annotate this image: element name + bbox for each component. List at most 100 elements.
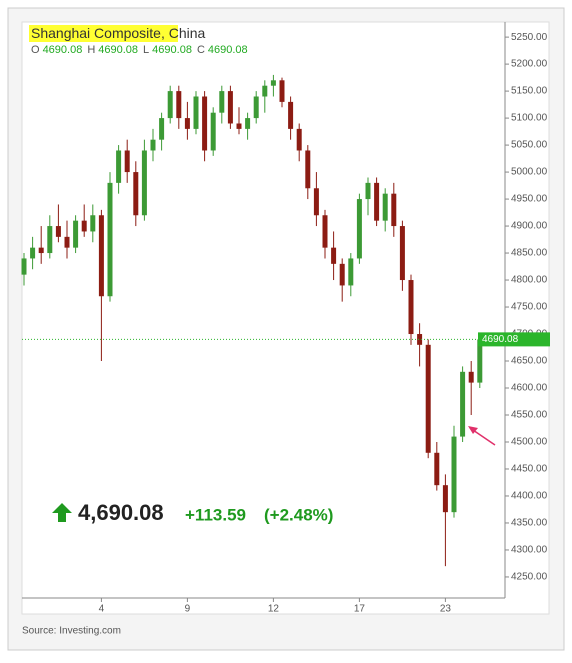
candle-body <box>425 344 431 453</box>
y-tick-label: 4850.00 <box>511 248 548 259</box>
candle-body <box>348 258 354 286</box>
ohlc-value: 4690.08 <box>152 44 192 56</box>
quote-price: 4,690.08 <box>78 500 164 525</box>
candle-body <box>408 280 414 335</box>
candle-body <box>116 150 122 183</box>
quote-change: +113.59 <box>185 505 246 524</box>
title-suffix: , China <box>161 25 206 41</box>
title-highlight <box>29 25 178 42</box>
candle-body <box>133 172 139 216</box>
y-tick-label: 4600.00 <box>511 383 548 394</box>
candle-body <box>107 182 113 297</box>
candle-body <box>391 193 397 227</box>
candle-body <box>279 80 285 102</box>
candle-body <box>305 150 311 189</box>
candle-body <box>176 91 182 119</box>
title: Shanghai Composite, China <box>31 25 206 41</box>
y-tick-label: 4250.00 <box>511 572 548 583</box>
up-arrow <box>52 503 72 522</box>
candle-body <box>210 112 216 151</box>
ohlc-line: O 4690.08 H 4690.08 L 4690.08 C 4690.08 <box>31 44 248 56</box>
candle-body <box>365 182 371 200</box>
y-tick-label: 4450.00 <box>511 464 548 475</box>
candle-body <box>262 85 268 97</box>
x-tick-label: 12 <box>268 604 280 615</box>
candle-body <box>434 452 440 486</box>
y-tick-label: 4550.00 <box>511 410 548 421</box>
candle-body <box>90 215 96 232</box>
ohlc-value: 4690.08 <box>43 44 83 56</box>
candle-body <box>442 485 448 513</box>
annotation-arrowhead <box>468 426 478 434</box>
candle-body <box>322 215 328 248</box>
candle-body <box>81 220 87 232</box>
candle-body <box>98 215 104 297</box>
candle-body <box>245 118 251 129</box>
candle-body <box>339 263 345 286</box>
candle-body <box>331 247 337 264</box>
panel <box>21 21 550 615</box>
y-tick-label: 5200.00 <box>511 59 548 70</box>
y-tick-label: 5100.00 <box>511 113 548 124</box>
ohlc-value: 4690.08 <box>208 44 248 56</box>
candle-body <box>167 91 173 119</box>
x-tick-label: 9 <box>185 604 191 615</box>
y-tick-label: 4500.00 <box>511 437 548 448</box>
y-tick-label: 4400.00 <box>511 491 548 502</box>
candle-body <box>288 101 294 129</box>
candle-body <box>451 436 457 513</box>
candle-body <box>313 188 319 216</box>
candle-body <box>296 128 302 151</box>
y-tick-label: 4300.00 <box>511 545 548 556</box>
candle-body <box>253 96 259 119</box>
candle-body <box>73 220 79 248</box>
y-tick-label: 4800.00 <box>511 275 548 286</box>
x-tick-label: 23 <box>440 604 452 615</box>
ohlc-label: L <box>143 44 149 56</box>
x-tick-label: 4 <box>99 604 105 615</box>
candle-body <box>399 226 405 281</box>
source: Source: Investing.com <box>22 626 121 637</box>
candle-body <box>193 96 199 129</box>
candle-body <box>141 150 147 216</box>
ohlc-value: 4690.08 <box>98 44 138 56</box>
candle-body <box>47 226 53 254</box>
last-price-box <box>478 332 550 347</box>
title-name: Shanghai Composite <box>31 25 161 41</box>
candle-body <box>55 226 61 237</box>
candle-body <box>270 80 276 86</box>
candle-body <box>374 182 380 221</box>
y-tick-label: 5250.00 <box>511 32 548 43</box>
candle-body <box>468 371 474 383</box>
candle-body <box>236 123 242 129</box>
candle-body <box>64 236 70 248</box>
y-tick-label: 5150.00 <box>511 86 548 97</box>
x-tick-label: 17 <box>354 604 366 615</box>
y-tick-label: 4750.00 <box>511 302 548 313</box>
y-tick-label: 4900.00 <box>511 221 548 232</box>
candle-body <box>227 91 233 124</box>
ohlc-label: C <box>197 44 205 56</box>
candle-body <box>382 193 388 221</box>
y-tick-label: 5050.00 <box>511 140 548 151</box>
candle-body <box>21 258 27 275</box>
quote-change-pct: (+2.48%) <box>264 505 333 524</box>
ohlc-label: O <box>31 44 40 56</box>
candle-body <box>477 339 483 383</box>
candle-body <box>159 118 165 140</box>
y-tick-label: 4950.00 <box>511 194 548 205</box>
candle-body <box>30 247 36 259</box>
y-tick-label: 5000.00 <box>511 167 548 178</box>
ohlc-label: H <box>87 44 95 56</box>
last-price-label: 4690.08 <box>482 334 519 345</box>
candle-body <box>150 139 156 151</box>
y-tick-label: 4650.00 <box>511 356 548 367</box>
candle-body <box>124 150 130 173</box>
candle-body <box>202 96 208 151</box>
candle-body <box>184 118 190 129</box>
y-tick-label: 4350.00 <box>511 518 548 529</box>
candle-body <box>460 371 466 437</box>
candle-body <box>38 247 44 254</box>
candle-body <box>417 334 423 345</box>
